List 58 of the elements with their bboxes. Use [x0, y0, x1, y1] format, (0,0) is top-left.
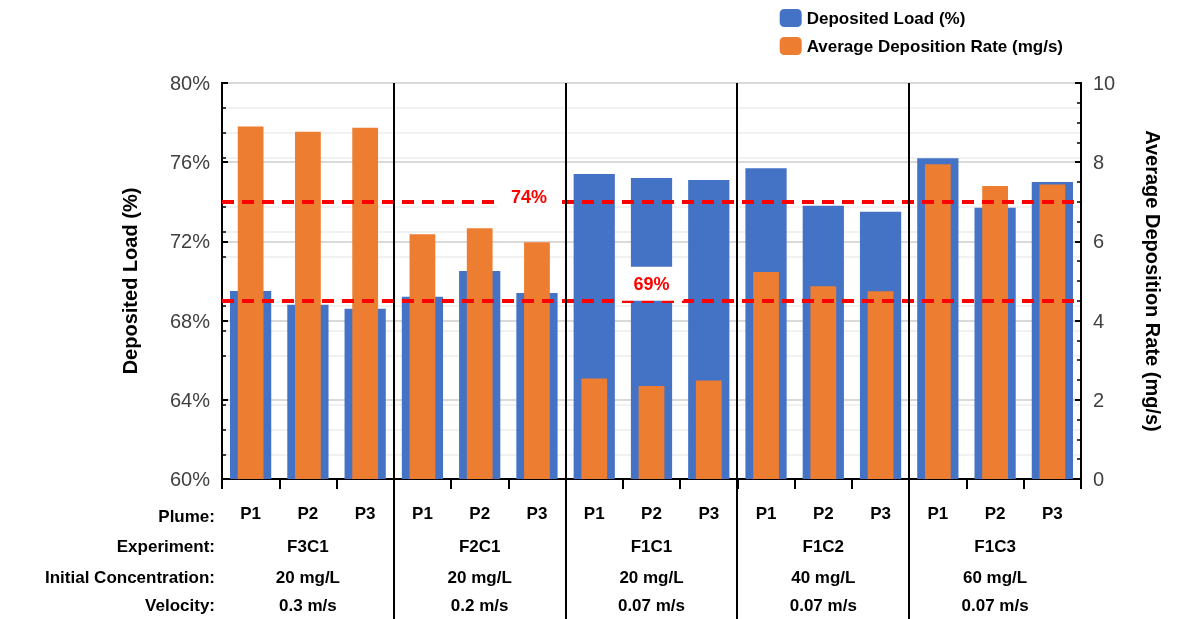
x-tick-label: P2: [641, 504, 662, 523]
text: 40 mg/L: [791, 568, 856, 588]
y2-tick-label: 4: [1093, 309, 1105, 332]
y-tick-label: 64%: [169, 388, 211, 411]
x-tick-label: P3: [526, 504, 548, 523]
text: F2C1: [458, 537, 501, 557]
legend-label: Average Deposition Rate (mg/s): [806, 36, 1063, 56]
bar: [867, 291, 894, 479]
y2-tick-label: 2: [1093, 388, 1105, 411]
text: 0.07 m/s: [789, 596, 857, 616]
text: F1C2: [802, 537, 845, 557]
bar: [753, 271, 779, 479]
text: 0.3 m/s: [279, 596, 337, 616]
x-tick-label: P3: [698, 504, 720, 523]
x-tick-label: P1: [583, 504, 605, 523]
y-tick-label: 80%: [169, 72, 211, 94]
y2-tick-label: 8: [1093, 151, 1105, 174]
x-tick-label: P3: [354, 504, 376, 523]
x-tick-label: P1: [927, 504, 949, 523]
bar: [638, 385, 665, 479]
y2-axis-title: Average Deposition Rate (mg/s): [1142, 130, 1164, 432]
text: 0.07 m/s: [961, 596, 1029, 616]
y2-tick-label: 0: [1093, 468, 1105, 490]
x-tick-label: P3: [1041, 504, 1063, 523]
y2-tick-label: 10: [1093, 72, 1116, 94]
x-tick-label: P2: [984, 504, 1006, 523]
x-tick-label: P2: [297, 504, 319, 523]
x-tick-label: P2: [469, 504, 491, 523]
x-tick-label: P2: [812, 504, 834, 523]
text: 20 mg/L: [275, 568, 341, 588]
bar: [810, 286, 837, 479]
x-tick-label: P1: [240, 504, 262, 523]
y-tick-label: 76%: [169, 151, 211, 174]
text: F1C3: [974, 537, 1016, 557]
legend-label: Deposited Load (%): [806, 8, 966, 28]
ref-line-label: 69%: [633, 273, 670, 294]
text: F1C1: [630, 537, 673, 557]
x-tick-label: P1: [755, 504, 777, 523]
y-tick-label: 72%: [169, 230, 211, 253]
bar: [695, 380, 722, 479]
ref-line-label: 74%: [511, 186, 548, 207]
x-tick-label: P3: [870, 504, 891, 523]
text: 0.07 m/s: [617, 596, 686, 616]
y-tick-label: 60%: [169, 468, 211, 490]
text: 20 mg/L: [619, 568, 684, 588]
text: 60 mg/L: [962, 568, 1028, 588]
text: Plume:: [158, 507, 215, 527]
text: Velocity:: [145, 596, 215, 616]
text: F3C1: [287, 537, 329, 557]
x-tick-label: P1: [412, 504, 433, 523]
bar: [581, 378, 608, 479]
text: 20 mg/L: [447, 568, 512, 588]
text: Experiment:: [116, 537, 215, 557]
y-tick-label: 68%: [169, 309, 211, 332]
text: 0.2 m/s: [450, 596, 509, 616]
y2-tick-label: 6: [1093, 230, 1105, 253]
y-axis-title: Deposited Load (%): [119, 187, 141, 375]
text: Initial Concentration:: [45, 568, 215, 588]
